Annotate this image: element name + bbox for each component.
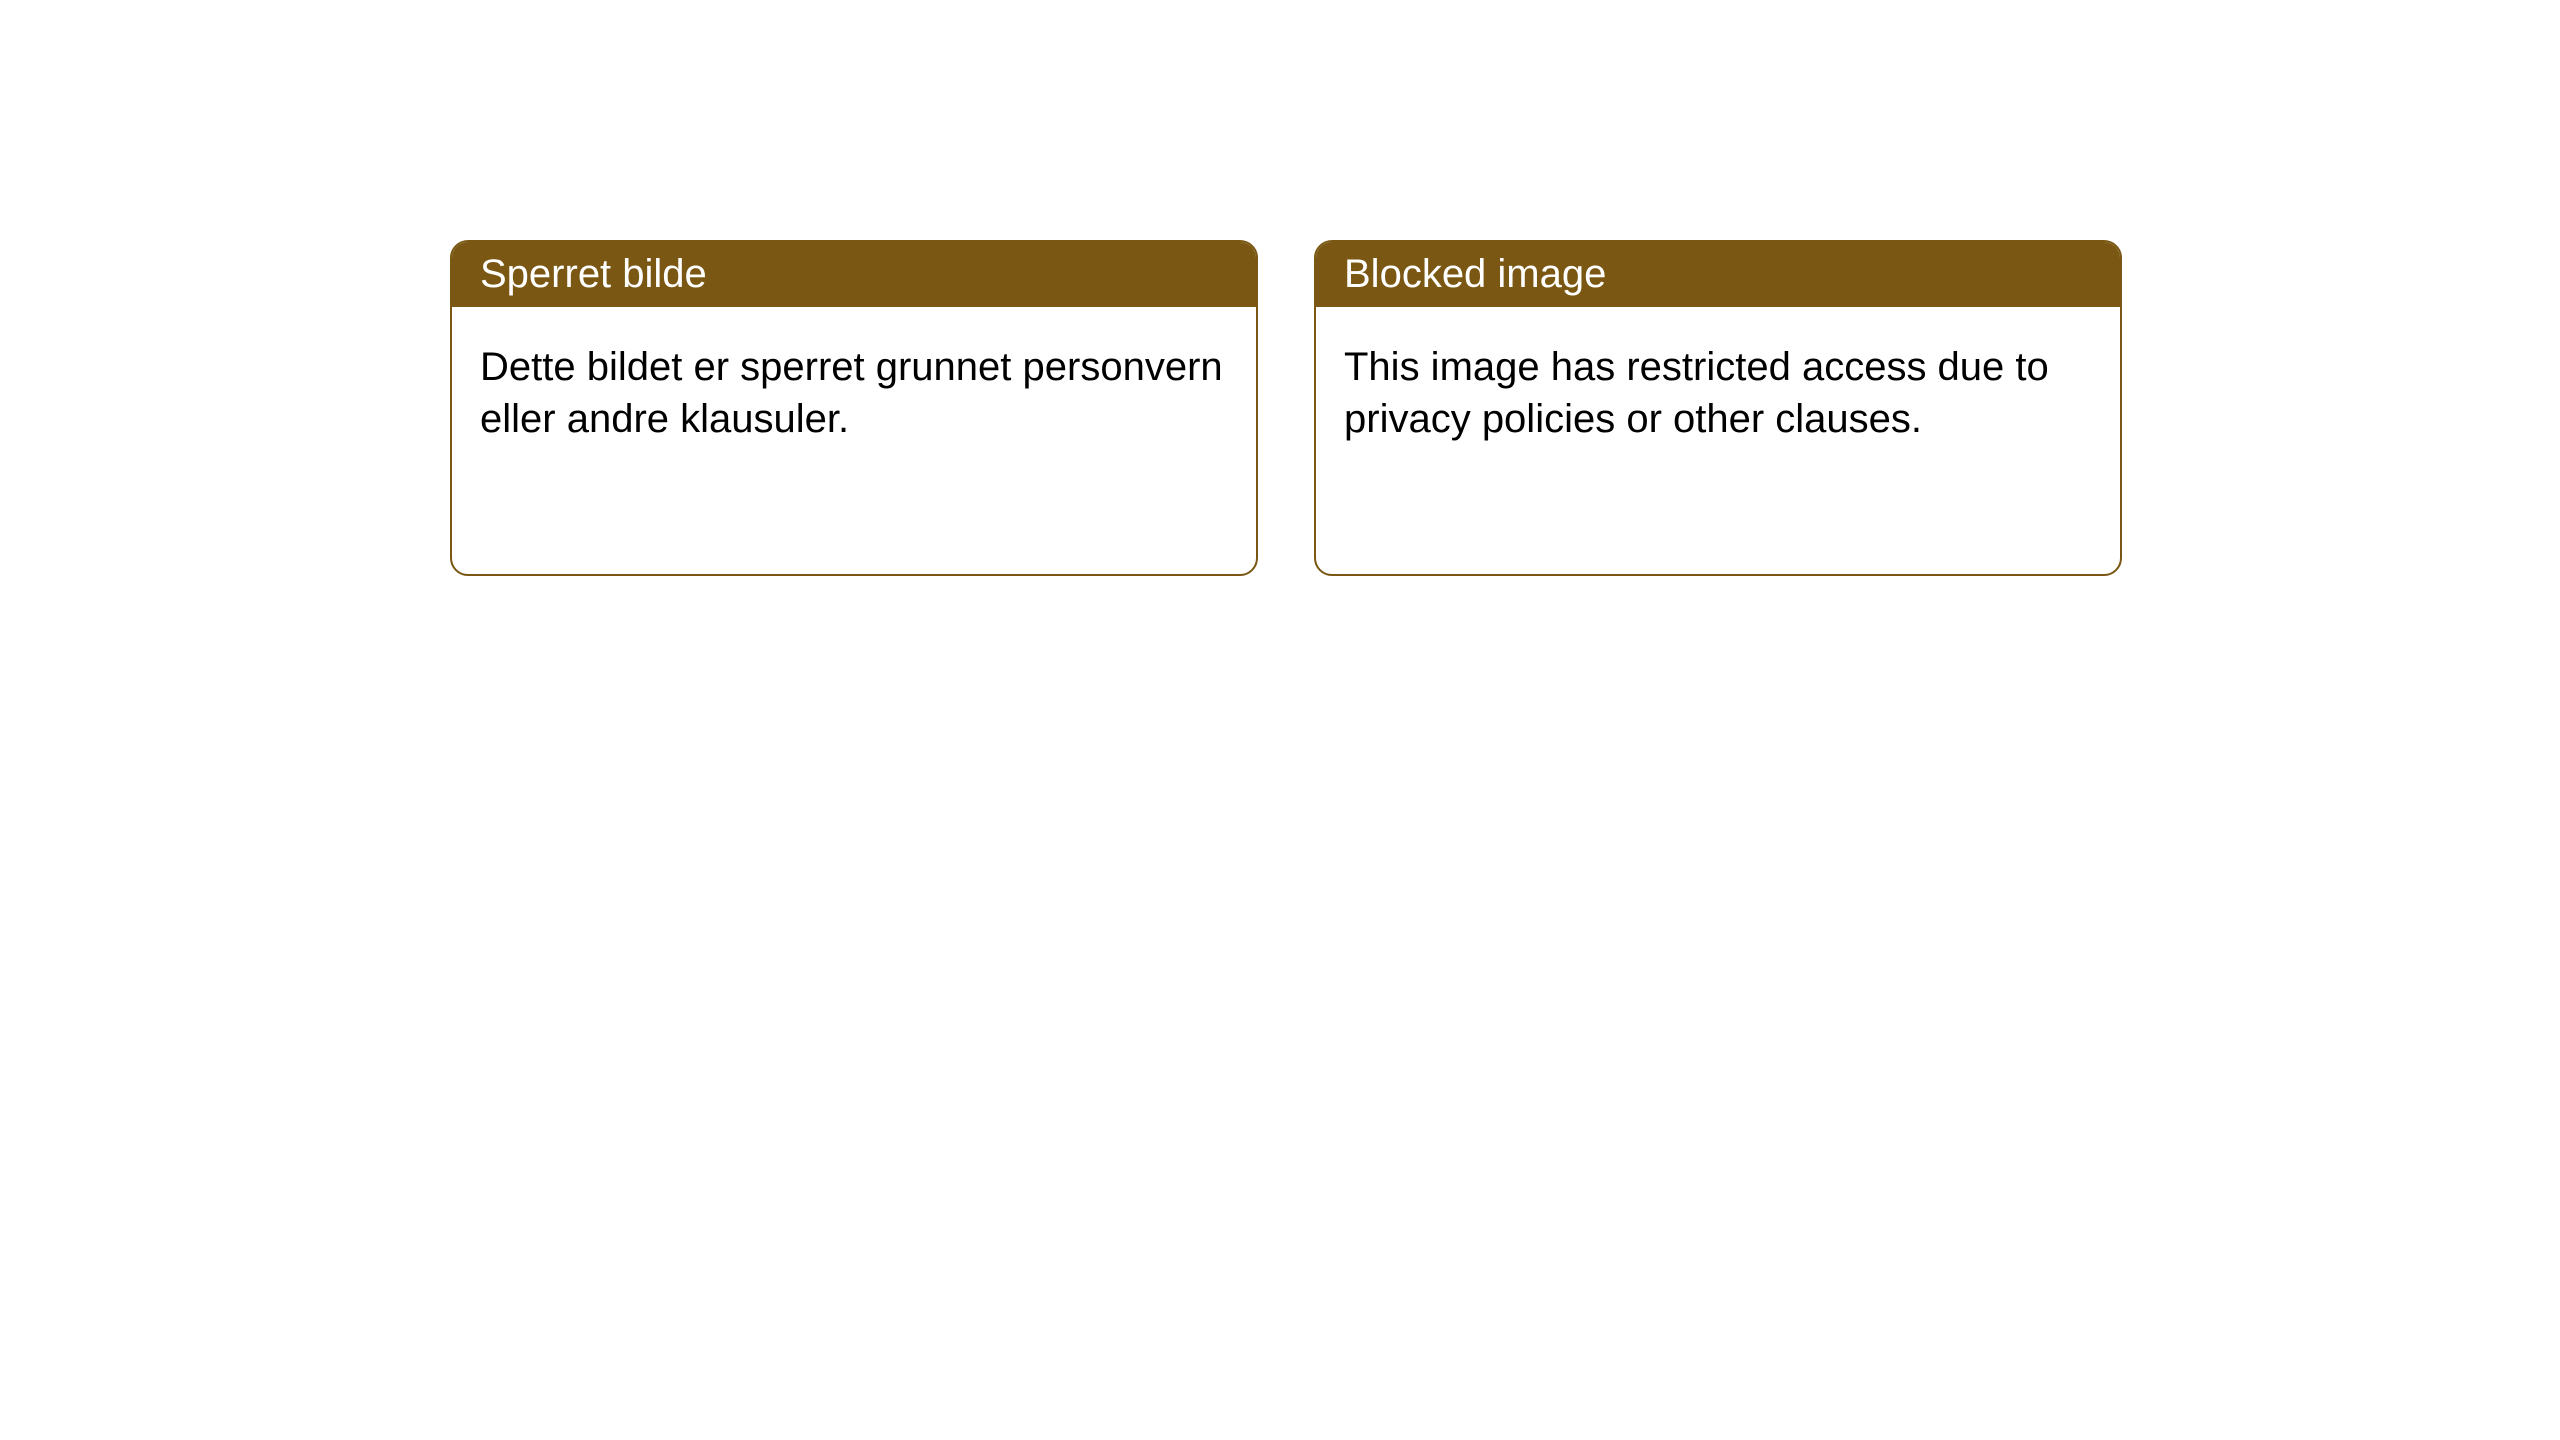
notice-card-english: Blocked image This image has restricted … [1314, 240, 2122, 576]
notice-header-norwegian: Sperret bilde [452, 242, 1256, 307]
notice-body-english: This image has restricted access due to … [1316, 307, 2120, 479]
notice-header-english: Blocked image [1316, 242, 2120, 307]
notice-card-norwegian: Sperret bilde Dette bildet er sperret gr… [450, 240, 1258, 576]
notice-text-norwegian: Dette bildet er sperret grunnet personve… [480, 345, 1223, 441]
notice-title-norwegian: Sperret bilde [480, 252, 707, 296]
notice-body-norwegian: Dette bildet er sperret grunnet personve… [452, 307, 1256, 479]
notice-title-english: Blocked image [1344, 252, 1606, 296]
notice-text-english: This image has restricted access due to … [1344, 345, 2049, 441]
notice-container: Sperret bilde Dette bildet er sperret gr… [450, 240, 2122, 576]
